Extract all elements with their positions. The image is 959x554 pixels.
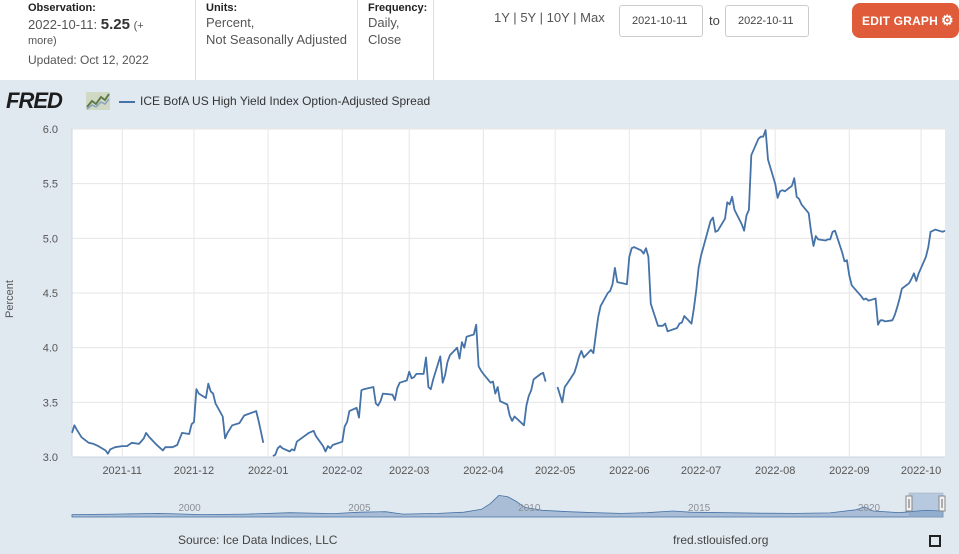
range-separator: | [539,10,543,25]
navigator-year-label: 2010 [518,503,541,514]
y-tick-label: 5.0 [43,233,58,245]
x-tick-label: 2022-05 [535,465,575,477]
x-axis-ticks: 2021-11 2021-12 2022-01 2022-02 2022-03 2022-… [102,465,941,477]
gridlines [71,128,945,458]
range-1y-button[interactable]: 1Y [494,10,510,25]
observation-more-link[interactable]: (+ [133,20,144,32]
series-line [556,129,946,404]
divider [357,0,358,80]
navigator-year-label: 2020 [858,503,881,514]
header-bar: Observation: 2022-10-11: 5.25 (+ more) U… [0,0,959,80]
y-tick-label: 3.5 [43,397,58,409]
x-tick-label: 2022-10 [901,465,941,477]
units-panel: Units: Percent, Not Seasonally Adjusted [206,0,356,80]
x-tick-label: 2021-11 [102,465,142,477]
navigator-year-label: 2015 [688,503,711,514]
observation-value: 5.25 [100,16,130,33]
range-separator: | [573,10,577,25]
fullscreen-icon[interactable] [929,535,941,547]
y-tick-label: 5.5 [43,179,58,191]
navigator-year-label: 2005 [348,503,371,514]
navigator-year-label: 2000 [178,503,201,514]
observation-more-link-2[interactable]: more) [28,35,57,47]
range-max-button[interactable]: Max [580,10,605,25]
observation-value-line: 2022-10-11: 5.25 (+ [28,16,193,35]
edit-graph-label: EDIT GRAPH [862,14,939,28]
x-tick-label: 2022-06 [609,465,649,477]
y-axis-ticks: 3.0 3.5 4.0 4.5 5.0 5.5 6.0 [43,124,58,464]
to-label: to [709,13,720,28]
frequency-line-2: Close [368,32,402,47]
series-line [272,323,547,457]
observation-label: Observation: [28,2,96,14]
fred-logo[interactable]: FRED [6,88,63,113]
frequency-label: Frequency: [368,2,428,14]
observation-panel: Observation: 2022-10-11: 5.25 (+ more) U… [28,0,193,80]
observation-date: 2022-10-11: [28,17,98,32]
range-10y-button[interactable]: 10Y [546,10,570,25]
range-buttons: 1Y | 5Y | 10Y | Max [494,10,605,25]
y-tick-label: 6.0 [43,124,58,136]
x-tick-label: 2022-08 [755,465,795,477]
range-5y-button[interactable]: 5Y [520,10,536,25]
gear-icon: ⚙ [941,12,954,28]
units-line-2: Not Seasonally Adjusted [206,32,347,47]
date-to-input[interactable]: 2022-10-11 [725,5,809,37]
range-separator: | [513,10,517,25]
x-tick-label: 2022-07 [681,465,721,477]
y-tick-label: 3.0 [43,452,58,464]
observation-updated: Updated: Oct 12, 2022 [28,53,149,67]
y-tick-label: 4.5 [43,288,58,300]
date-from-input[interactable]: 2021-10-11 [619,5,703,37]
logo-chart-icon [86,92,110,110]
units-line-1: Percent, [206,15,255,30]
x-tick-label: 2022-02 [322,465,362,477]
frequency-panel: Frequency: Daily, Close [368,0,432,80]
y-axis-label: Percent [4,280,16,318]
x-tick-label: 2022-04 [463,465,503,477]
navigator-area [71,494,944,518]
divider [433,0,434,80]
divider [195,0,196,80]
y-tick-label: 4.0 [43,343,58,355]
series-lines [71,129,946,457]
legend-series-label: ICE BofA US High Yield Index Option-Adju… [140,94,431,108]
x-tick-label: 2022-03 [389,465,429,477]
range-navigator: 2000 2005 2010 2015 2020 [71,492,946,518]
edit-graph-button[interactable]: EDIT GRAPH ⚙ [852,3,959,38]
frequency-line-1: Daily, [368,15,400,30]
x-tick-label: 2022-01 [248,465,288,477]
chart-legend: ICE BofA US High Yield Index Option-Adju… [119,94,430,108]
x-tick-label: 2022-09 [829,465,869,477]
site-link[interactable]: fred.stlouisfed.org [673,533,769,547]
legend-swatch [119,100,135,103]
units-label: Units: [206,2,238,14]
x-tick-label: 2021-12 [174,465,214,477]
navigator-selection [908,492,944,518]
source-text: Source: Ice Data Indices, LLC [178,533,338,547]
series-line [71,382,265,455]
